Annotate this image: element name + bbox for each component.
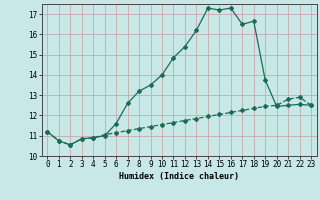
X-axis label: Humidex (Indice chaleur): Humidex (Indice chaleur) bbox=[119, 172, 239, 181]
